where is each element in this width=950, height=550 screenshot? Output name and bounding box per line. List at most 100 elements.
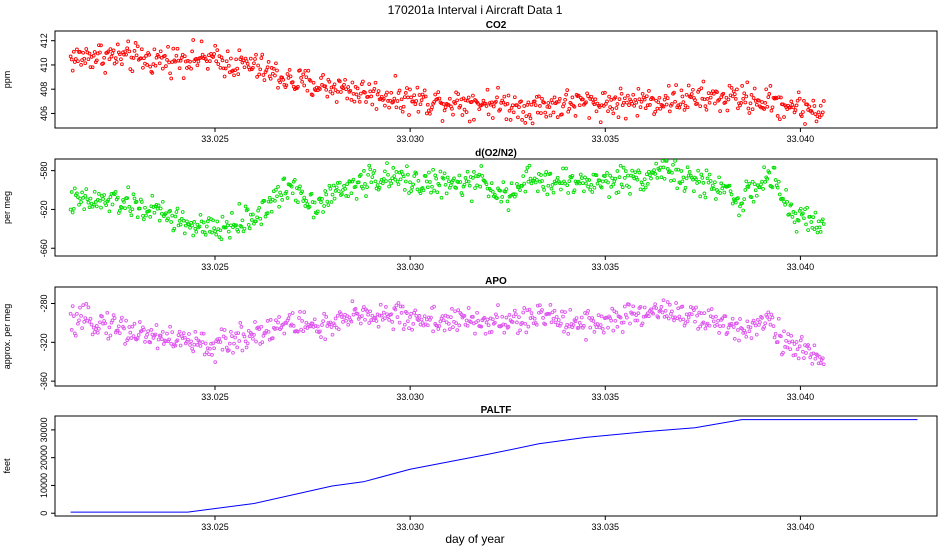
- data-point: [271, 66, 276, 71]
- data-point: [182, 335, 187, 340]
- data-point: [791, 105, 796, 110]
- data-point: [630, 101, 634, 106]
- data-point: [769, 312, 774, 317]
- data-point: [214, 59, 219, 64]
- data-point: [476, 318, 480, 323]
- data-point: [242, 65, 247, 70]
- data-point: [198, 212, 203, 217]
- data-point: [432, 188, 436, 193]
- data-point: [789, 202, 794, 207]
- data-point: [641, 314, 646, 319]
- data-point: [218, 340, 223, 344]
- data-point: [618, 163, 623, 168]
- data-point: [158, 333, 163, 338]
- data-point: [409, 189, 413, 193]
- data-point: [741, 208, 746, 213]
- data-point: [757, 323, 761, 327]
- data-point: [777, 192, 782, 197]
- data-point: [735, 87, 739, 92]
- data-point: [407, 113, 411, 117]
- data-point: [234, 57, 238, 62]
- data-point: [224, 345, 229, 350]
- data-point: [701, 181, 706, 185]
- data-point: [729, 192, 734, 197]
- data-point: [752, 86, 757, 91]
- data-point: [751, 199, 756, 204]
- data-point: [354, 197, 359, 201]
- data-point: [507, 108, 512, 113]
- data-point: [423, 174, 428, 178]
- data-point: [152, 47, 157, 52]
- data-point: [232, 73, 236, 78]
- data-point: [795, 98, 800, 103]
- data-point: [523, 121, 528, 125]
- data-point: [353, 307, 358, 311]
- data-point: [500, 314, 505, 319]
- data-point: [370, 313, 375, 318]
- data-point: [821, 99, 826, 103]
- data-point: [665, 167, 670, 171]
- data-point: [92, 189, 97, 194]
- data-point: [572, 104, 577, 109]
- data-point: [681, 317, 686, 322]
- data-point: [328, 89, 333, 94]
- data-point: [351, 312, 356, 317]
- data-point: [68, 311, 73, 316]
- data-point: [322, 311, 326, 316]
- data-point: [776, 316, 781, 321]
- x-tick-label: 33.030: [396, 522, 424, 532]
- data-point: [801, 349, 805, 354]
- data-point: [361, 186, 365, 191]
- data-point: [706, 91, 711, 95]
- data-point: [716, 318, 720, 323]
- data-point: [387, 105, 391, 110]
- data-point: [110, 51, 115, 56]
- data-point: [213, 229, 218, 234]
- data-point: [128, 209, 133, 213]
- data-point: [282, 331, 287, 336]
- data-point: [658, 165, 663, 170]
- data-point: [534, 322, 539, 327]
- data-point: [287, 68, 292, 72]
- data-point: [633, 170, 638, 175]
- data-point: [708, 95, 713, 100]
- data-point: [520, 321, 524, 325]
- data-point: [201, 220, 206, 225]
- data-point: [804, 351, 808, 355]
- data-point: [502, 94, 507, 99]
- data-point: [259, 324, 264, 329]
- data-point: [440, 119, 445, 123]
- data-point: [236, 229, 241, 234]
- data-point: [391, 327, 396, 332]
- data-point: [275, 68, 279, 73]
- data-point: [280, 198, 285, 202]
- data-point: [799, 114, 804, 119]
- data-point: [594, 325, 599, 330]
- data-point: [303, 204, 308, 208]
- data-point: [793, 353, 798, 357]
- data-point: [239, 55, 244, 60]
- data-point: [422, 88, 427, 93]
- data-point: [147, 52, 152, 57]
- data-point: [87, 319, 92, 324]
- data-point: [147, 209, 152, 213]
- data-point: [693, 319, 697, 324]
- data-point: [637, 97, 642, 102]
- data-point: [520, 118, 524, 122]
- data-point: [108, 333, 113, 338]
- data-point: [450, 306, 454, 311]
- data-point: [333, 316, 338, 321]
- data-point: [412, 174, 417, 178]
- data-point: [302, 83, 307, 88]
- data-point: [664, 159, 669, 163]
- data-point: [181, 218, 186, 223]
- data-point: [479, 164, 484, 168]
- data-point: [142, 56, 146, 61]
- data-point: [199, 39, 204, 44]
- data-point: [691, 87, 695, 92]
- data-point: [108, 47, 113, 51]
- data-point: [239, 325, 244, 329]
- data-point: [617, 175, 622, 179]
- data-point: [727, 83, 732, 88]
- data-point: [194, 56, 199, 61]
